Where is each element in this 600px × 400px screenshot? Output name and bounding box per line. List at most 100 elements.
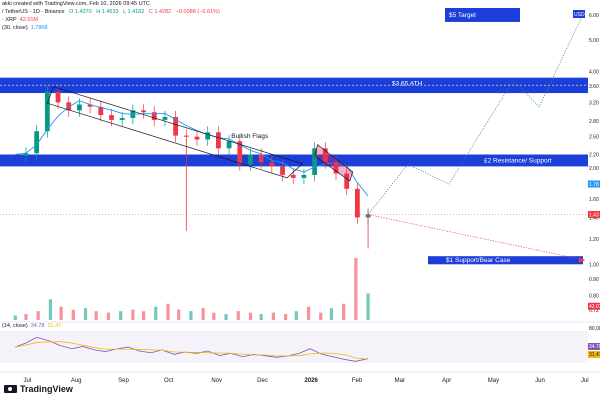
- symbol-label: / TetherUS · 1D · Binance: [2, 9, 65, 15]
- candle-body: [194, 136, 200, 140]
- candle-body: [77, 104, 82, 111]
- y-tick-label: 5.00: [589, 38, 599, 44]
- price-tag-label: 1.78: [589, 182, 599, 188]
- candle-body: [34, 131, 40, 154]
- volume-bar: [212, 312, 216, 320]
- candle-body: [280, 166, 285, 175]
- candle-body: [344, 173, 350, 189]
- volume-bar: [248, 312, 253, 320]
- candle-body: [173, 116, 179, 136]
- y-tick-label: 2.80: [589, 119, 599, 125]
- change-value: −0.0088 (−0.61%): [175, 9, 220, 15]
- volume-bar: [224, 314, 228, 320]
- x-tick-label: Mar: [395, 378, 405, 384]
- x-tick-label: Feb: [352, 378, 363, 384]
- volume-bar: [259, 314, 263, 320]
- high-value: H 1.4533: [96, 9, 119, 15]
- credit-line: akki created with TradingView.com, Feb 1…: [2, 1, 150, 7]
- volume-bar: [48, 299, 52, 320]
- y-tick-label: 3.60: [589, 84, 599, 90]
- y-tick-label: 3.20: [589, 100, 599, 106]
- y-tick-label: 4.00: [589, 69, 599, 75]
- volume-bar: [284, 314, 288, 320]
- candle-body: [216, 132, 221, 149]
- currency-label: USD: [574, 12, 585, 18]
- y-tick-label: 2.50: [589, 135, 599, 141]
- x-tick-label: Dec: [257, 378, 268, 384]
- y-tick-label: 1.20: [589, 237, 599, 243]
- bullish-flag-channel: [46, 86, 304, 179]
- zone-label: £2 Resistance/ Support: [484, 157, 552, 164]
- zone-band: [428, 256, 583, 265]
- rsi-band: [0, 331, 588, 363]
- ohlc-line: / TetherUS · 1D · Binance O 1.4370 H 1.4…: [2, 9, 223, 15]
- candle-body: [258, 154, 264, 163]
- candle-body: [322, 148, 328, 163]
- candle-body: [248, 154, 253, 165]
- volume-legend: · XRP 42.01M: [2, 17, 39, 23]
- y-tick-label: 2.00: [589, 166, 599, 172]
- rsi-value-tag: [588, 343, 600, 350]
- price-tag-label: 42.01: [589, 304, 600, 310]
- candle-body: [354, 188, 360, 218]
- candle-body: [301, 174, 307, 178]
- candle-body: [237, 141, 243, 165]
- candle-body: [226, 141, 232, 149]
- candle-body: [269, 162, 275, 167]
- x-tick-label: May: [488, 378, 499, 384]
- target-label-tag: [573, 10, 585, 18]
- price-tag: [588, 210, 600, 218]
- volume-bar: [366, 293, 370, 320]
- tradingview-logo: TradingView: [4, 384, 73, 394]
- candle-body: [290, 174, 296, 178]
- y-tick-label: 1.40: [589, 215, 599, 221]
- low-value: L 1.4162: [123, 9, 145, 15]
- candle-body: [87, 104, 93, 107]
- zone-band: [445, 8, 520, 22]
- volume-bar: [36, 311, 40, 320]
- volume-bar: [306, 306, 311, 320]
- y-tick-label: 0.72: [589, 308, 599, 314]
- zone-label: $1 Support/Bear Case: [446, 257, 511, 264]
- x-tick-label: Jul: [581, 378, 589, 384]
- candle-body: [312, 148, 318, 175]
- volume-bar: [294, 311, 298, 320]
- x-tick-label: Nov: [211, 378, 222, 384]
- volume-bar: [94, 311, 98, 320]
- rsi-ma-label: 31.47: [589, 352, 600, 358]
- candle-body: [23, 153, 29, 156]
- zone-band: [0, 154, 588, 167]
- volume-bar: [13, 315, 17, 320]
- candle-body: [183, 135, 189, 137]
- rsi-legend: (14, close) 34.78 31.47: [2, 323, 62, 329]
- volume-bar: [201, 308, 205, 320]
- volume-bar: [24, 314, 28, 320]
- volume-bar: [119, 311, 123, 320]
- volume-bar: [166, 303, 170, 320]
- x-tick-label: 2026: [305, 378, 319, 384]
- bull-projection-path: [367, 10, 586, 215]
- price-tag: [588, 302, 600, 310]
- close-value: C 1.4282: [148, 9, 172, 15]
- volume-bar: [141, 311, 146, 320]
- volume-bar: [189, 311, 193, 320]
- candle-body: [55, 91, 61, 103]
- bullish-flags-label: Bullish Flags: [231, 133, 269, 140]
- candle-body: [333, 162, 339, 174]
- rsi-ma-tag: [588, 351, 600, 358]
- volume-bar: [71, 309, 75, 320]
- volume-bar: [83, 308, 88, 320]
- x-tick-label: Sep: [118, 378, 129, 384]
- y-tick-label: 0.80: [589, 293, 599, 299]
- candle-body: [205, 132, 211, 140]
- rsi-tick-label: 80.00: [589, 326, 600, 332]
- volume-bar: [177, 309, 181, 320]
- x-tick-label: Jun: [535, 378, 545, 384]
- candle-body: [151, 112, 157, 120]
- ma-legend: (30, close) 1.7868: [2, 25, 48, 31]
- bear-projection-path: [368, 214, 586, 261]
- rsi-value-label: 34.78: [589, 344, 600, 350]
- bear-arrowhead: [578, 257, 585, 264]
- volume-bar: [59, 306, 63, 320]
